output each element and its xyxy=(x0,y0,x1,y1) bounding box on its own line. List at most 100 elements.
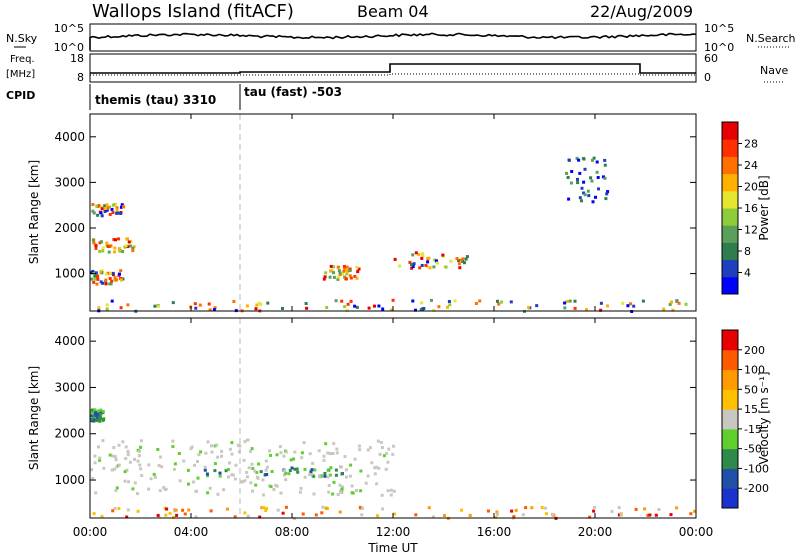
rti-cell xyxy=(91,408,95,412)
rti-cell xyxy=(227,475,230,479)
rti-cell xyxy=(247,466,251,470)
rti-cell xyxy=(309,470,313,474)
rti-cell xyxy=(162,486,166,489)
rti-cell xyxy=(138,449,142,453)
power-colorbar-ticks: 28 24 20 16 12 8 4 xyxy=(738,138,758,280)
x-tick-label: 04:00 xyxy=(174,525,209,539)
rti-cell xyxy=(187,482,190,486)
power-frame xyxy=(89,113,697,312)
rti-cell xyxy=(208,308,212,312)
rti-cell xyxy=(418,266,422,270)
rti-cell xyxy=(670,300,673,304)
rti-cell xyxy=(99,211,103,215)
rti-cell xyxy=(384,467,388,471)
rti-cell xyxy=(254,307,258,311)
rti-cell xyxy=(567,158,571,162)
colorbar-tick-label: -50 xyxy=(744,443,762,456)
rti-cell xyxy=(303,467,307,471)
rti-cell xyxy=(107,250,111,254)
rti-cell xyxy=(351,491,355,495)
rti-cell xyxy=(187,508,191,512)
rti-cell xyxy=(108,213,112,216)
rti-cell xyxy=(108,453,112,457)
rti-cell xyxy=(124,457,128,460)
rti-cell xyxy=(213,469,217,473)
rti-cell xyxy=(94,246,98,250)
rti-cell xyxy=(249,481,253,485)
rti-cell xyxy=(164,487,168,491)
rti-cell xyxy=(93,277,97,281)
rti-cell xyxy=(94,414,98,418)
rti-cell xyxy=(376,439,380,443)
rti-cell xyxy=(669,513,673,517)
rti-cell xyxy=(196,476,200,480)
rti-cell xyxy=(410,263,413,266)
rti-cell xyxy=(292,457,296,461)
y-tick-label: 3000 xyxy=(54,380,85,394)
rti-cell xyxy=(693,509,697,513)
rti-cell xyxy=(91,203,95,206)
rti-cell xyxy=(460,508,464,512)
rti-cell xyxy=(105,203,109,207)
velocity-colorbar-title: Velocity [m s⁻¹] xyxy=(757,371,771,464)
rti-cell xyxy=(474,302,478,305)
rti-cell xyxy=(118,249,122,253)
rti-cell xyxy=(375,465,378,469)
velocity-panel: 4000 3000 2000 1000 Slant Range [km] xyxy=(27,317,697,520)
rti-cell xyxy=(580,186,584,190)
rti-cell xyxy=(96,409,100,413)
rti-cell xyxy=(610,509,614,513)
rti-cell xyxy=(373,304,376,308)
colorbar-tick-label: 8 xyxy=(744,245,751,258)
colorbar-tick-label: -15 xyxy=(744,423,762,436)
rti-cell xyxy=(589,176,593,180)
rti-cell xyxy=(97,445,100,449)
rti-cell xyxy=(109,244,113,248)
rti-cell xyxy=(106,206,110,210)
rti-cell xyxy=(595,160,599,164)
rti-cell xyxy=(114,238,117,242)
rti-cell xyxy=(192,480,196,484)
power-colorbar-swatches xyxy=(722,122,738,295)
rti-cell xyxy=(591,158,594,162)
rti-cell xyxy=(103,204,107,208)
rti-cell xyxy=(353,275,357,278)
rti-cell xyxy=(99,408,103,412)
rti-cell xyxy=(543,506,547,510)
rti-cell xyxy=(147,463,151,467)
rti-cell xyxy=(136,509,140,513)
rti-cell xyxy=(328,452,332,456)
rti-cell xyxy=(159,455,162,459)
rti-cell xyxy=(566,176,570,179)
rti-cell xyxy=(347,269,351,273)
cpid-segment-2: tau (fast) -503 xyxy=(244,85,342,99)
rti-cell xyxy=(94,271,98,275)
rti-cell xyxy=(302,441,306,445)
rti-cell xyxy=(343,267,347,271)
rti-cell xyxy=(675,300,679,303)
rti-cell xyxy=(90,417,94,421)
rti-cell xyxy=(331,452,335,455)
rti-cell xyxy=(194,515,198,519)
rti-cell xyxy=(432,308,436,312)
cpid-label: CPID xyxy=(6,89,35,102)
x-axis-label: Time UT xyxy=(367,541,418,554)
power-colorbar: 28 24 20 16 12 8 4 Power [dB] xyxy=(721,121,771,295)
rti-cell xyxy=(377,466,381,470)
rti-cell xyxy=(281,511,285,515)
rti-cell xyxy=(253,469,257,473)
rti-cell xyxy=(514,508,518,512)
rti-cell xyxy=(100,515,104,518)
rti-cell xyxy=(410,266,414,270)
rti-cell xyxy=(544,512,548,516)
rti-cell xyxy=(344,468,348,472)
rti-cell xyxy=(104,278,108,282)
colorbar-tick-label: 15 xyxy=(744,403,758,416)
rti-cell xyxy=(110,468,114,472)
rti-cell xyxy=(99,240,103,244)
rti-cell xyxy=(340,485,344,489)
x-tick-label: 00:00 xyxy=(679,525,714,539)
rti-cell xyxy=(119,212,123,215)
rti-cell xyxy=(228,461,231,465)
